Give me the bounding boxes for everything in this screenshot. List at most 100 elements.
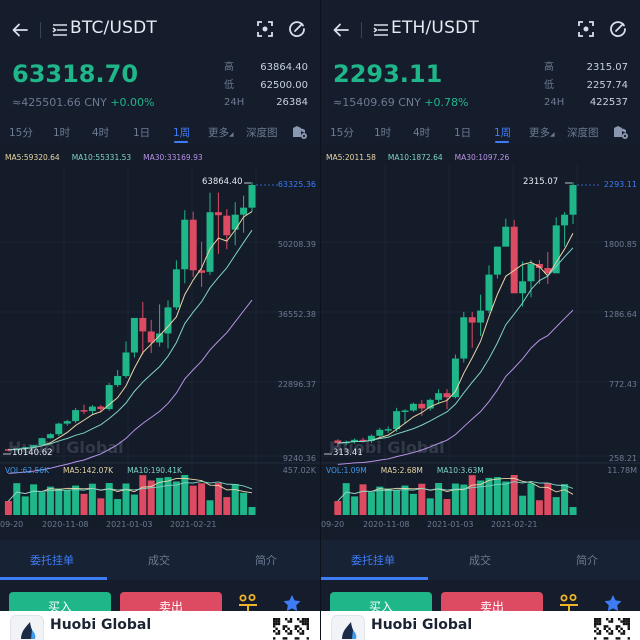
quick-trade-icon[interactable]	[287, 19, 307, 39]
vol-ma5-label: MA5:2.68M	[380, 466, 423, 475]
high-price-marker: 63864.40	[202, 177, 243, 187]
x-axis-date: 2021-01-03	[106, 520, 153, 529]
vol-ma10-label: MA10:3.63M	[436, 466, 484, 475]
trading-pair-title[interactable]: BTC/USDT	[70, 18, 157, 38]
candlestick-plot[interactable]	[0, 145, 320, 530]
fullscreen-scan-icon[interactable]	[256, 20, 274, 38]
kline-chart[interactable]: Huobi Global MA5:59320.64 MA10:55331.53 …	[0, 145, 320, 530]
interval-tabs: 15分 1时 4时 1日 1周 更多◢ 深度图	[321, 122, 640, 144]
x-axis-date: 09-20	[321, 520, 345, 529]
tab-1w[interactable]: 1周	[173, 127, 191, 139]
flame-logo-icon	[21, 622, 36, 639]
tab-1h[interactable]: 1时	[374, 127, 392, 139]
stat-value: 26384	[276, 97, 308, 108]
stat-label: 低	[224, 79, 234, 91]
chart-settings-icon[interactable]	[292, 124, 308, 140]
top-bar: BTC/USDT	[0, 0, 320, 60]
qr-code-icon	[594, 618, 630, 640]
chart-settings-icon[interactable]	[613, 124, 629, 140]
stat-label: 低	[544, 79, 554, 91]
tab-15m[interactable]: 15分	[9, 127, 33, 139]
stat-value: 422537	[589, 97, 628, 108]
ma-legend: MA5:2011.58 MA10:1872.64 MA30:1097.26	[326, 153, 509, 162]
info-tabs: 委托挂单 成交 简介	[0, 540, 320, 580]
pair-list-menu-icon[interactable]	[52, 22, 68, 38]
low-price-marker: 313.41	[333, 448, 363, 458]
active-tab-indicator	[0, 577, 107, 580]
ma10-label: MA10:1872.64	[387, 153, 443, 162]
high-price-marker: 2315.07	[523, 177, 559, 187]
tab-1h[interactable]: 1时	[53, 127, 71, 139]
tab-open-orders[interactable]: 委托挂单	[30, 554, 74, 567]
margin-percent-icon[interactable]	[238, 594, 258, 612]
margin-percent-icon[interactable]	[559, 594, 579, 612]
top-bar: ETH/USDT	[321, 0, 640, 60]
ma30-label: MA30:33169.93	[143, 153, 203, 162]
cny-price-line: ≈425501.66 CNY +0.00%	[12, 96, 155, 109]
candlestick-plot[interactable]	[321, 145, 640, 530]
trading-panel-btc: BTC/USDT 63318.70 ≈425501.66 CNY +0.00% …	[0, 0, 320, 640]
tab-4h[interactable]: 4时	[92, 127, 110, 139]
last-price-marker: 2293.11	[603, 180, 637, 189]
tab-trades[interactable]: 成交	[469, 554, 491, 567]
back-arrow-icon[interactable]	[331, 20, 351, 40]
cny-price: ≈15409.69 CNY	[333, 96, 421, 109]
tab-1d[interactable]: 1日	[133, 127, 151, 139]
favorite-star-icon[interactable]	[282, 594, 302, 612]
ma-legend: MA5:59320.64 MA10:55331.53 MA30:33169.93	[5, 153, 203, 162]
volume-axis-max: 457.02K	[282, 466, 316, 475]
y-axis-tick: 772.43	[609, 380, 637, 389]
active-tab-indicator	[495, 141, 509, 143]
volume-legend: VOL:1.09M MA5:2.68M MA10:3.63M	[326, 466, 484, 475]
x-axis-date: 2020-11-08	[363, 520, 410, 529]
tab-more[interactable]: 更多◢	[208, 125, 234, 140]
kline-chart[interactable]: Huobi Global MA5:2011.58 MA10:1872.64 MA…	[321, 145, 640, 530]
tab-intro[interactable]: 简介	[576, 554, 598, 567]
last-price-marker: 63325.36	[277, 180, 316, 189]
low-price-marker: 10140.62	[12, 448, 53, 458]
qr-code-icon	[273, 618, 309, 640]
interval-tabs: 15分 1时 4时 1日 1周 更多◢ 深度图	[0, 122, 320, 144]
banner-title: Huobi Global	[371, 617, 473, 633]
tab-4h[interactable]: 4时	[413, 127, 431, 139]
tab-15m[interactable]: 15分	[330, 127, 354, 139]
favorite-star-icon[interactable]	[603, 594, 623, 612]
dropdown-triangle-icon: ◢	[229, 131, 234, 138]
trading-pair-title[interactable]: ETH/USDT	[391, 18, 479, 38]
watermark: Huobi Global	[8, 438, 124, 457]
x-axis-date: 2021-01-03	[427, 520, 474, 529]
trading-panel-eth: ETH/USDT 2293.11 ≈15409.69 CNY +0.78% 高 2…	[320, 0, 640, 640]
tab-1d[interactable]: 1日	[454, 127, 472, 139]
last-price: 2293.11	[333, 60, 443, 88]
stat-high: 高 63864.40	[224, 59, 308, 77]
fullscreen-scan-icon[interactable]	[577, 20, 595, 38]
change-percent: +0.00%	[110, 96, 155, 109]
tab-1w[interactable]: 1周	[494, 127, 512, 139]
pair-list-menu-icon[interactable]	[373, 22, 389, 38]
last-price: 63318.70	[12, 60, 139, 88]
tab-depth-chart[interactable]: 深度图	[246, 127, 278, 139]
tab-depth-chart[interactable]: 深度图	[567, 127, 599, 139]
vol-ma5-label: MA5:142.07K	[63, 466, 114, 475]
info-tabs: 委托挂单 成交 简介	[321, 540, 640, 580]
volume-legend: VOL:62.56K MA5:142.07K MA10:190.41K	[5, 466, 182, 475]
active-tab-indicator	[174, 141, 188, 143]
tab-open-orders[interactable]: 委托挂单	[351, 554, 395, 567]
quick-trade-icon[interactable]	[608, 19, 628, 39]
ma10-label: MA10:55331.53	[71, 153, 132, 162]
stat-high: 高 2315.07	[544, 59, 628, 77]
tab-trades[interactable]: 成交	[148, 554, 170, 567]
volume-axis-max: 11.78M	[607, 466, 637, 475]
huobi-logo	[10, 615, 44, 640]
app-banner: Huobi Global	[0, 611, 320, 640]
tab-more[interactable]: 更多◢	[529, 125, 555, 140]
watermark: Huobi Global	[329, 438, 445, 457]
x-axis-date: 2021-02-21	[170, 520, 217, 529]
tab-intro[interactable]: 简介	[255, 554, 277, 567]
stat-low: 低 62500.00	[224, 77, 308, 95]
x-axis-date: 09-20	[0, 520, 24, 529]
y-axis-tick: 50208.39	[277, 240, 316, 249]
x-axis-date: 2020-11-08	[42, 520, 89, 529]
back-arrow-icon[interactable]	[10, 20, 30, 40]
